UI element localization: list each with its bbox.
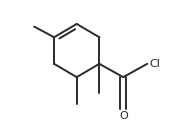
Text: Cl: Cl [150, 59, 161, 69]
Text: O: O [119, 111, 128, 121]
